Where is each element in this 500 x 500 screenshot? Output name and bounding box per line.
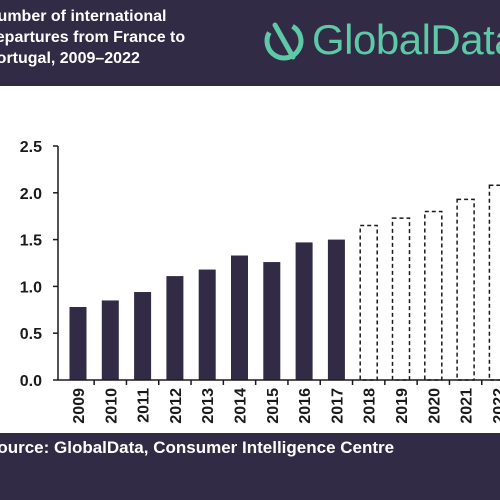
- logo-wordmark: GlobalData: [312, 16, 500, 63]
- bar-forecast-2022: [488, 184, 500, 381]
- bar-2011: [134, 292, 152, 380]
- bar-forecast-2020: [424, 210, 443, 381]
- y-tick-label: 1.5: [20, 233, 42, 250]
- x-tick-label-2011: 2011: [136, 388, 153, 423]
- y-tick-label: 0.0: [20, 373, 42, 390]
- x-tick-label-2014: 2014: [233, 388, 250, 424]
- bars: [69, 184, 500, 381]
- bar-chart: 0.00.51.01.52.02.5 2009 2010 2011 2012 2013 2…: [20, 139, 500, 424]
- x-tick-label-2015: 2015: [265, 388, 282, 424]
- title-line-2: departures from France to: [0, 29, 186, 46]
- chart-title: Number of international departures from …: [0, 6, 226, 69]
- x-tick-label-2013: 2013: [200, 388, 217, 424]
- source-note: Source: GlobalData, Consumer Intelligenc…: [0, 438, 395, 457]
- globaldata-logo-icon: [264, 21, 304, 61]
- title-line-3: Portugal, 2009–2022: [0, 50, 140, 67]
- bar-2017: [327, 239, 345, 380]
- bar-forecast-2018: [359, 224, 378, 381]
- bar-2012: [166, 276, 184, 380]
- bar-forecast-2019: [391, 217, 411, 381]
- bar-2013: [198, 269, 216, 380]
- x-tick-label-2010: 2010: [103, 388, 120, 424]
- x-tick-label-2018: 2018: [362, 388, 379, 424]
- y-tick-label: 2.0: [20, 186, 42, 203]
- x-axis: 2009 2010 2011 2012 2013 2014 2015 2016 2017 2018…: [58, 379, 500, 424]
- y-tick-label: 1.0: [20, 279, 42, 296]
- x-tick-label-2020: 2020: [426, 388, 443, 424]
- y-axis: 0.0 0.5 1.0 1.5 2.0 2.5: [20, 139, 59, 390]
- y-tick-label: 2.5: [20, 139, 42, 156]
- bar-2016: [295, 242, 313, 380]
- bar-2009: [69, 306, 87, 380]
- chart-header: Number of international departures from …: [0, 0, 500, 86]
- bar-forecast-2021: [456, 198, 475, 381]
- x-tick-label-2016: 2016: [297, 388, 314, 424]
- bar-2014: [231, 255, 248, 380]
- bar-2010: [101, 300, 119, 380]
- globaldata-logo: GlobalData: [260, 10, 500, 70]
- chart-footer: Source: GlobalData, Consumer Intelligenc…: [0, 433, 500, 500]
- x-tick-label-2022: 2022: [491, 388, 500, 424]
- x-tick-label-2021: 2021: [459, 388, 476, 424]
- bar-2015: [263, 262, 281, 380]
- x-tick-label-2019: 2019: [394, 388, 411, 424]
- x-tick-label-2009: 2009: [71, 388, 88, 424]
- y-tick-label: 0.5: [20, 326, 42, 343]
- x-tick-label-2017: 2017: [329, 388, 346, 424]
- x-tick-label-2012: 2012: [168, 388, 185, 424]
- title-line-1: Number of international: [0, 8, 167, 25]
